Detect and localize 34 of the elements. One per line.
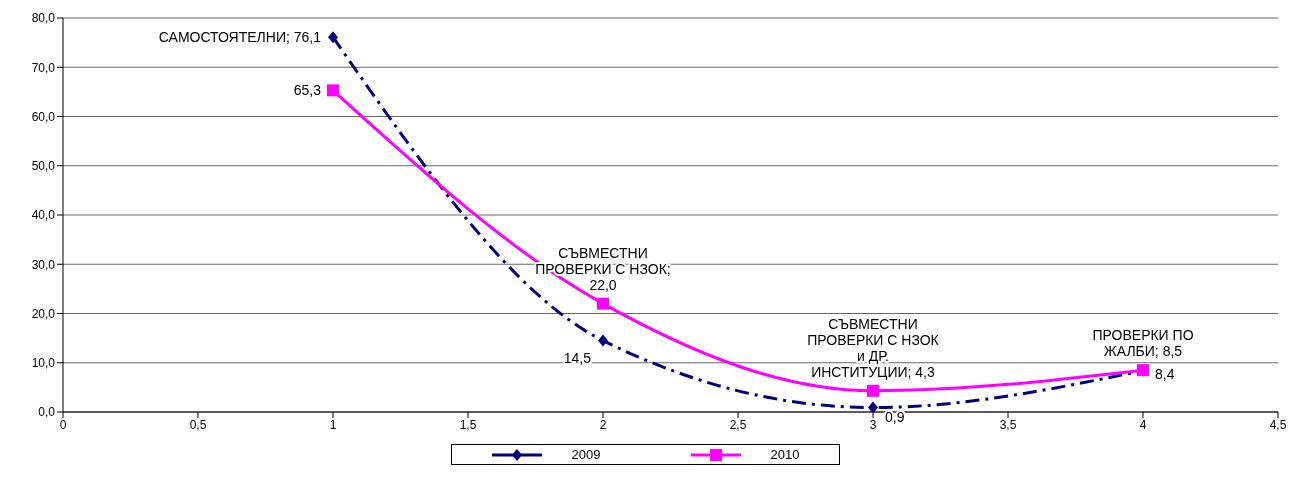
- y-tick-label: 80,0: [31, 11, 56, 26]
- y-tick-label: 50,0: [31, 159, 56, 174]
- x-tick-label: 0: [59, 417, 67, 432]
- x-tick-label: 1,5: [459, 417, 477, 432]
- x-tick-label: 0,5: [189, 417, 207, 432]
- data-label: ПРОВЕРКИ ПО ЖАЛБИ; 8,5: [1092, 327, 1194, 360]
- x-tick-label: 3: [869, 417, 877, 432]
- point: [327, 84, 339, 97]
- point: [598, 334, 608, 347]
- point: [867, 384, 879, 397]
- point: [868, 401, 878, 412]
- data-label: 0,9: [885, 408, 905, 425]
- x-tick-label: 3,5: [999, 417, 1017, 432]
- x-tick-label: 2: [599, 417, 607, 432]
- y-tick-label: 10,0: [31, 356, 56, 371]
- y-tick-label: 60,0: [31, 109, 56, 124]
- x-tick-label: 2,5: [729, 417, 747, 432]
- data-label: 8,4: [1155, 365, 1175, 382]
- point: [328, 31, 338, 44]
- y-tick-label: 70,0: [31, 60, 56, 75]
- y-tick-label: 20,0: [31, 306, 56, 321]
- y-tick-label: 0,0: [38, 405, 56, 420]
- y-tick-label: 40,0: [31, 208, 56, 223]
- x-tick-label: 4: [1139, 417, 1147, 432]
- y-tick-label: 30,0: [31, 257, 56, 272]
- x-tick-label: 1: [329, 417, 337, 432]
- x-tick-label: 4,5: [1269, 417, 1287, 432]
- data-label: 65,3: [293, 82, 322, 99]
- data-label: 14,5: [563, 349, 592, 366]
- point: [597, 297, 609, 310]
- legend-label: 2009: [571, 447, 601, 462]
- data-label: САМОСТОЯТЕЛНИ; 76,1: [158, 29, 322, 46]
- legend-label: 2010: [770, 447, 800, 462]
- data-label: СЪВМЕСТНИ ПРОВЕРКИ С НЗОК и ДР. ИНСТИТУЦИИ; 4,3: [807, 315, 940, 380]
